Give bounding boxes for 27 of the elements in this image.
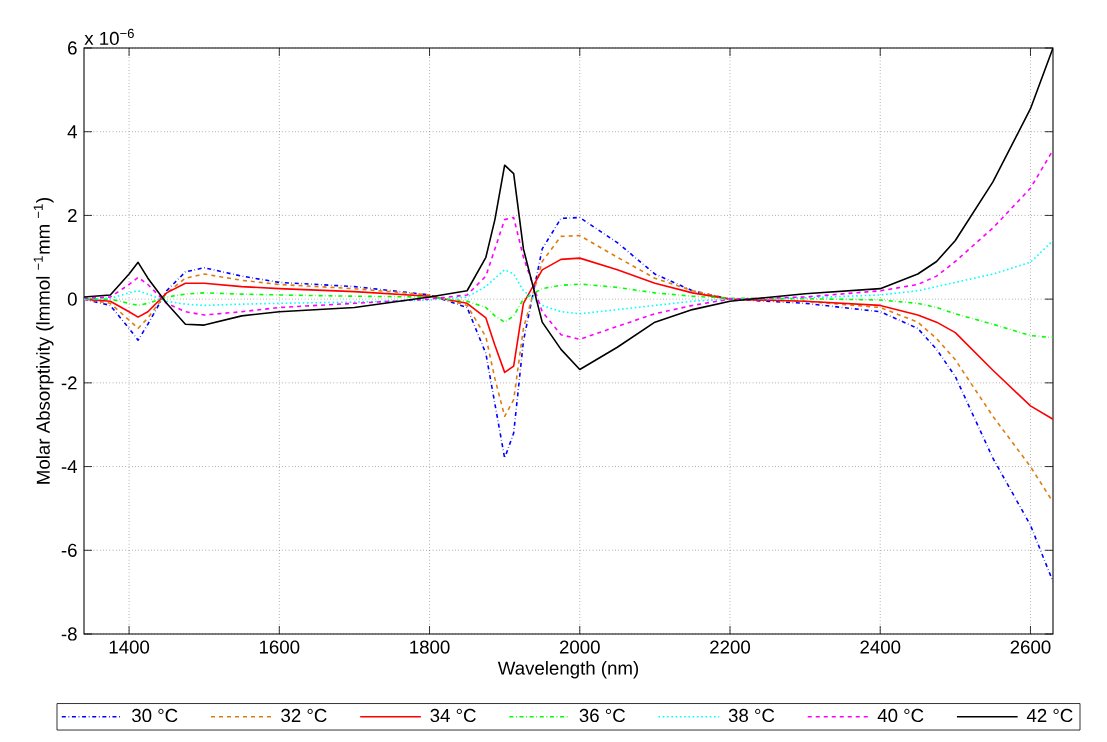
y-tick-label: -6	[61, 543, 77, 557]
text: x 10$^{−6}$	[84, 28, 134, 46]
legend-label: 34 °C	[430, 708, 476, 723]
line-series	[84, 283, 1053, 339]
y-axis-title: Molar Absorptivity (lmmol $^{−1}$mm $^{−1}$)	[33, 197, 54, 484]
legend-label: 30 °C	[132, 708, 178, 723]
legend-label: 42 °C	[1026, 708, 1073, 723]
legend-label: 40 °C	[877, 708, 924, 723]
legend-label: 38 °C	[728, 708, 775, 723]
x-tick-label: 1800	[410, 640, 450, 654]
x-tick-label: 2200	[710, 640, 751, 654]
x-axis-title: Wavelength (nm)	[497, 661, 639, 679]
x-tick-label: 2400	[860, 640, 901, 654]
line-series	[84, 239, 1053, 315]
x-tick-label: 2000	[559, 640, 600, 654]
y-tick-label: -2	[61, 376, 77, 390]
y-tick-label: 6	[68, 41, 77, 55]
legend-label: 36 °C	[579, 708, 626, 723]
legend-label: 32 °C	[281, 708, 327, 723]
x-tick-label: 1600	[259, 640, 300, 654]
y-tick-label: -4	[61, 460, 77, 473]
y-tick-label: 2	[68, 208, 77, 222]
x-tick-label: 1400	[109, 640, 150, 654]
y-tick-label: 4	[67, 125, 77, 139]
x-tick-label: 2600	[1010, 640, 1051, 654]
y-tick-label: -8	[61, 627, 77, 641]
y-tick-label: 0	[67, 292, 77, 306]
